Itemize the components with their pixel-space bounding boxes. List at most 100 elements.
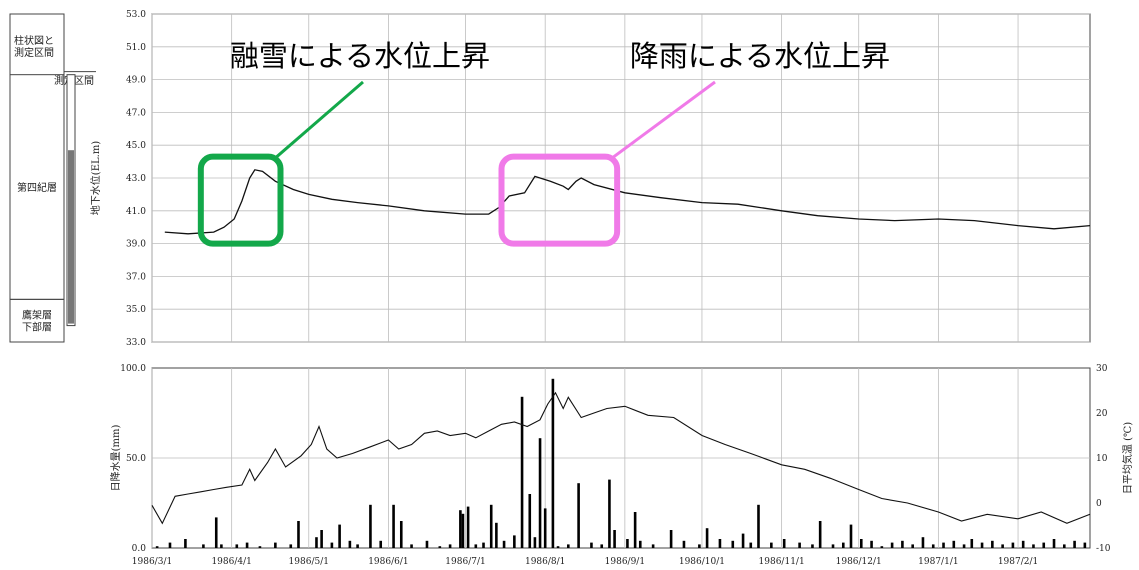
- annotation-callout-line: [610, 80, 716, 160]
- y-axis-label: 地下水位(EL.m): [89, 141, 102, 216]
- bar-precipitation: [438, 546, 442, 548]
- bar-precipitation: [1063, 544, 1066, 548]
- bar-precipitation: [202, 544, 205, 548]
- annotation-box: [197, 153, 284, 247]
- y2-axis-label: 日平均気温 (℃): [1121, 422, 1134, 494]
- bar-precipitation: [870, 540, 873, 548]
- column-layer-label: 第四紀層: [17, 181, 57, 194]
- bar-precipitation: [698, 544, 701, 548]
- bar-precipitation: [168, 542, 172, 548]
- column-layer-label: 鷹架層: [22, 309, 52, 322]
- bar-precipitation: [1083, 542, 1087, 548]
- bar-precipitation: [741, 533, 745, 548]
- series-line-temperature: [151, 391, 1091, 525]
- bar-precipitation: [705, 528, 709, 548]
- annotation-label: 降雨による水位上昇: [630, 39, 890, 73]
- well-screen-interval: [68, 150, 74, 324]
- annotation-callout-line: [273, 80, 364, 160]
- bar-precipitation: [155, 546, 159, 548]
- bar-precipitation: [952, 540, 956, 548]
- bar-precipitation: [1073, 540, 1076, 548]
- y2-tick-label: 10: [1096, 454, 1108, 464]
- bar-precipitation: [1052, 539, 1056, 548]
- bar-precipitation: [214, 517, 218, 548]
- bar-precipitation: [718, 539, 722, 548]
- y-tick-label: 0.0: [132, 544, 147, 554]
- bar-precipitation: [520, 396, 524, 548]
- x-tick-label: 1986/8/1: [525, 557, 565, 567]
- bar-precipitation: [942, 542, 945, 548]
- x-tick-label: 1986/11/1: [759, 557, 805, 567]
- x-tick-label: 1986/10/1: [679, 557, 725, 567]
- bar-precipitation: [811, 544, 814, 548]
- bar-precipitation: [551, 378, 555, 548]
- bar-precipitation: [782, 539, 786, 548]
- bar-precipitation: [513, 535, 516, 548]
- bar-precipitation: [901, 540, 904, 548]
- x-tick-label: 1986/6/1: [368, 557, 408, 567]
- bar-precipitation: [633, 512, 637, 548]
- bar-precipitation: [356, 544, 359, 548]
- y-tick-label: 50.0: [126, 454, 146, 464]
- bar-precipitation: [474, 544, 478, 548]
- column-header: 測定区間: [14, 46, 54, 59]
- bar-precipitation: [841, 542, 845, 548]
- bar-precipitation: [1011, 542, 1015, 548]
- bar-precipitation: [962, 544, 966, 548]
- bar-precipitation: [466, 506, 470, 548]
- bar-precipitation: [495, 522, 498, 548]
- y2-tick-label: 0: [1096, 499, 1102, 509]
- bar-precipitation: [459, 510, 462, 548]
- bar-precipitation: [1001, 544, 1004, 548]
- bar-precipitation: [392, 504, 395, 548]
- bar-precipitation: [831, 544, 835, 548]
- bar-precipitation: [770, 542, 773, 548]
- bar-precipitation: [258, 546, 262, 548]
- bar-precipitation: [682, 540, 686, 548]
- bar-precipitation: [600, 544, 604, 548]
- y2-tick-label: 30: [1096, 364, 1108, 374]
- bar-precipitation: [330, 542, 334, 548]
- bar-precipitation: [410, 544, 413, 548]
- bar-precipitation: [1021, 540, 1025, 548]
- bar-precipitation: [245, 542, 249, 548]
- bar-precipitation: [991, 540, 994, 548]
- x-tick-label: 1986/3/1: [132, 557, 172, 567]
- bar-precipitation: [970, 539, 974, 548]
- x-tick-label: 1987/2/1: [998, 557, 1038, 567]
- bar-precipitation: [220, 544, 223, 548]
- bar-precipitation: [425, 540, 429, 548]
- y2-tick-label: -10: [1096, 544, 1111, 554]
- bar-precipitation: [669, 530, 673, 548]
- bar-precipitation: [338, 524, 341, 548]
- bar-precipitation: [482, 542, 485, 548]
- y-tick-label: 37.0: [126, 272, 146, 282]
- y-tick-label: 53.0: [126, 10, 146, 20]
- bar-precipitation: [448, 544, 452, 548]
- bar-precipitation: [980, 542, 984, 548]
- x-tick-label: 1986/7/1: [445, 557, 485, 567]
- bar-precipitation: [289, 544, 293, 548]
- bar-precipitation: [590, 542, 593, 548]
- y-tick-label: 49.0: [126, 76, 146, 86]
- bar-precipitation: [849, 524, 853, 548]
- bar-precipitation: [921, 537, 925, 548]
- bar-precipitation: [533, 537, 537, 548]
- bar-precipitation: [890, 542, 894, 548]
- bar-precipitation: [798, 542, 801, 548]
- bar-precipitation: [348, 540, 352, 548]
- x-tick-label: 1986/9/1: [605, 557, 645, 567]
- column-layer: [9, 298, 65, 343]
- bar-precipitation: [577, 483, 580, 548]
- bar-precipitation: [543, 508, 547, 548]
- bar-precipitation: [931, 544, 935, 548]
- bar-precipitation: [651, 544, 655, 548]
- y-tick-label: 33.0: [126, 338, 146, 348]
- column-layer-label: 下部層: [22, 321, 52, 334]
- series-line-groundwater: [164, 169, 1091, 235]
- bar-precipitation: [528, 494, 532, 548]
- bar-precipitation: [502, 540, 506, 548]
- bar-precipitation: [461, 513, 465, 548]
- bar-precipitation: [297, 521, 300, 548]
